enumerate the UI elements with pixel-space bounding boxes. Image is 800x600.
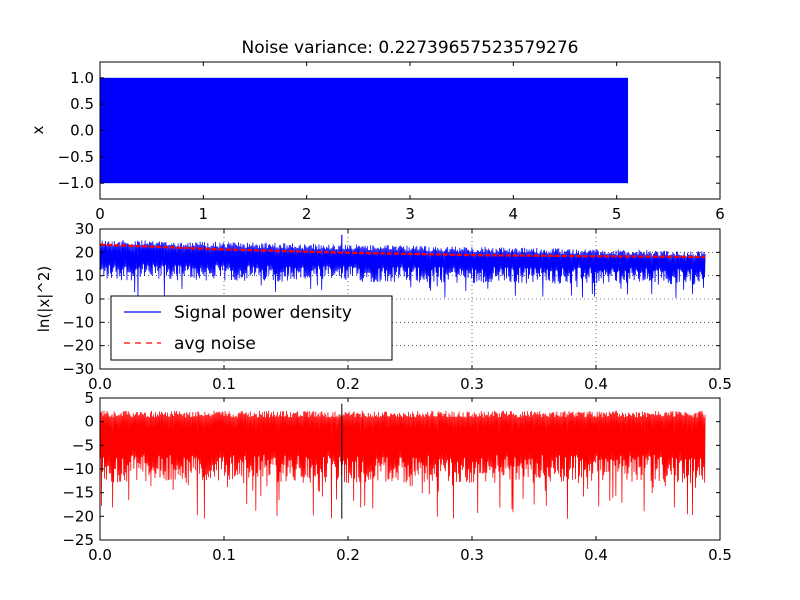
legend-noise-label: avg noise	[174, 334, 256, 354]
waveform-ticks: 0 1 2 3 4 5 6 1.0 0.5 0.0 −0.5 −1.0	[58, 62, 725, 223]
x-tick-label: 4	[509, 205, 519, 223]
x-tick-label: 0.5	[708, 375, 732, 393]
x-tick-label: 0.3	[460, 546, 484, 564]
y-tick-label: −0.5	[58, 148, 94, 166]
residual-marks	[100, 403, 706, 519]
y-tick-label: −10	[62, 313, 94, 331]
power-density-y-axis-label: ln(|x|^2)	[35, 266, 53, 332]
y-tick-label: −10	[62, 460, 94, 478]
x-tick-label: 6	[715, 205, 725, 223]
y-tick-label: 5	[84, 389, 94, 407]
x-tick-label: 0.4	[584, 375, 608, 393]
residual-panel: 0.0 0.1 0.2 0.3 0.4 0.5 5 0 −5 −10 −15 −20 −25	[62, 389, 732, 564]
residual-line	[100, 410, 706, 519]
y-tick-label: 0.0	[70, 122, 94, 140]
x-tick-label: 0	[95, 205, 105, 223]
y-tick-label: −20	[62, 507, 94, 525]
y-tick-label: −30	[62, 360, 94, 378]
x-tick-label: 0.0	[88, 375, 112, 393]
y-tick-label: −20	[62, 337, 94, 355]
y-tick-label: 0	[84, 290, 94, 308]
y-tick-label: −1.0	[58, 174, 94, 192]
y-tick-label: −5	[72, 436, 94, 454]
power-density-marks	[100, 234, 706, 298]
x-tick-label: 0.0	[88, 546, 112, 564]
x-tick-label: 5	[612, 205, 622, 223]
power-density-ticks: 0.0 0.1 0.2 0.3 0.4 0.5 30 20 10 0 −10 −20 −30	[62, 220, 732, 393]
legend-signal-label: Signal power density	[174, 303, 352, 323]
avg-noise-line	[100, 243, 706, 259]
waveform-marks	[100, 77, 629, 184]
legend-box	[110, 295, 393, 361]
x-tick-label: 0.2	[336, 546, 360, 564]
x-tick-label: 1	[199, 205, 209, 223]
x-tick-label: 0.1	[212, 375, 236, 393]
y-tick-label: 10	[75, 267, 94, 285]
x-tick-label: 2	[302, 205, 312, 223]
waveform-y-axis-label: x	[29, 125, 47, 134]
legend: Signal power density avg noise	[110, 295, 393, 361]
waveform-panel: 0 1 2 3 4 5 6 1.0 0.5 0.0 −0.5 −1.0 Noise variance:…	[29, 38, 725, 223]
y-tick-label: 30	[75, 220, 94, 238]
residual-ticks: 0.0 0.1 0.2 0.3 0.4 0.5 5 0 −5 −10 −15 −20 −25	[62, 389, 732, 564]
signal-power-density-line	[100, 239, 706, 298]
y-tick-label: 0	[84, 413, 94, 431]
y-tick-label: −15	[62, 484, 94, 502]
y-tick-label: −25	[62, 531, 94, 549]
power-density-panel: 0.0 0.1 0.2 0.3 0.4 0.5 30 20 10 0 −10 −20 −30 ln(|x…	[35, 220, 732, 393]
waveform-title: Noise variance: 0.22739657523579276	[242, 38, 579, 58]
y-tick-label: 1.0	[70, 69, 94, 87]
waveform-signal	[100, 77, 629, 184]
y-tick-label: 20	[75, 243, 94, 261]
x-tick-label: 0.3	[460, 375, 484, 393]
x-tick-label: 3	[405, 205, 415, 223]
x-tick-label: 0.5	[708, 546, 732, 564]
x-tick-label: 0.1	[212, 546, 236, 564]
x-tick-label: 0.2	[336, 375, 360, 393]
x-tick-label: 0.4	[584, 546, 608, 564]
y-tick-label: 0.5	[70, 95, 94, 113]
